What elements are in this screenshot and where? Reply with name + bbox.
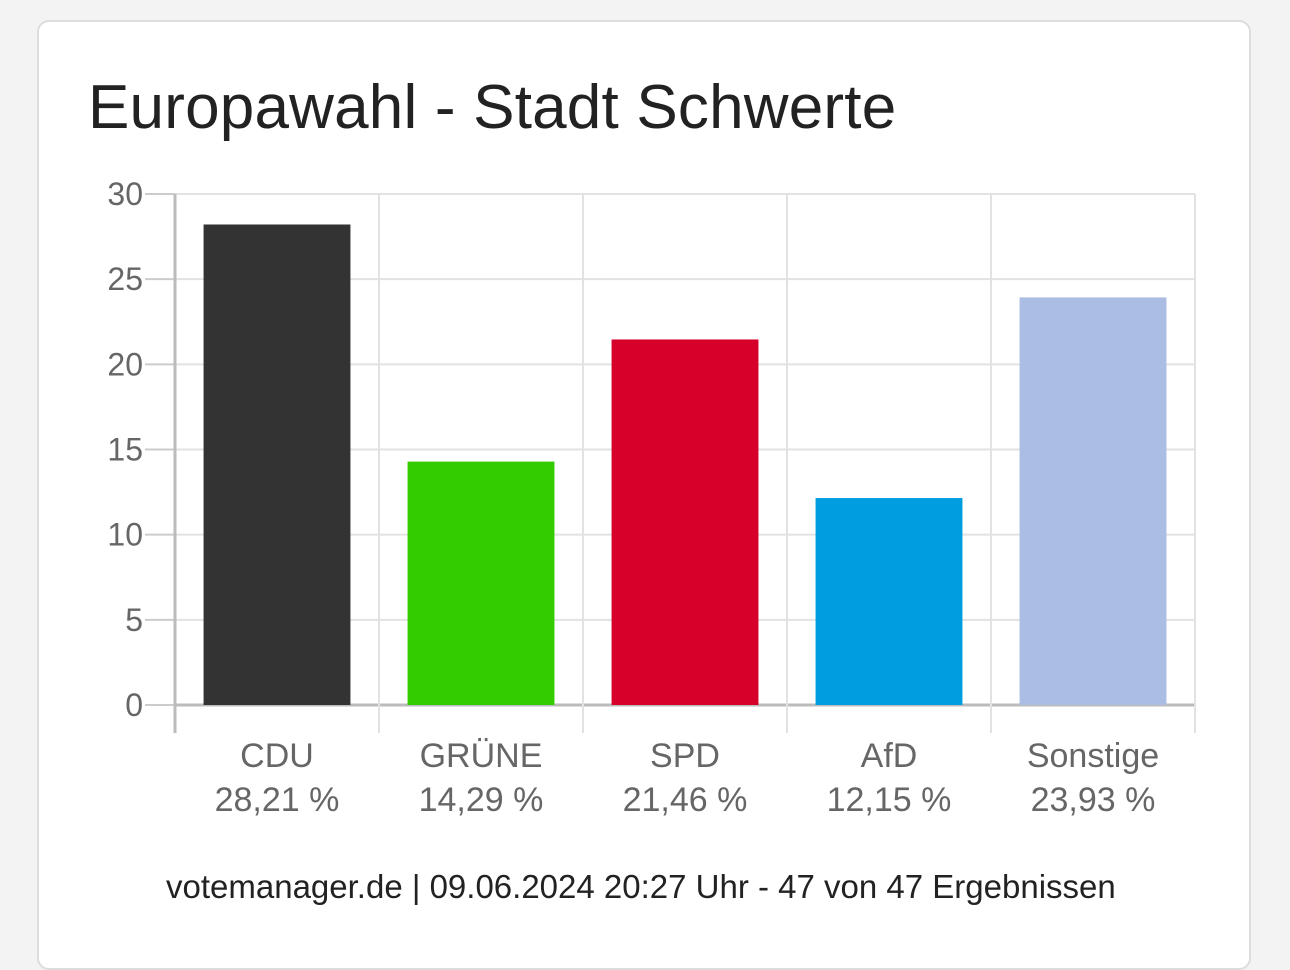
bar-afd [815,498,963,705]
category-label: AfD [861,737,918,775]
y-tick-label: 5 [125,602,143,638]
value-label: 28,21 % [215,781,340,819]
value-label: 21,46 % [623,781,748,819]
chart-title: Europawahl - Stadt Schwerte [88,73,897,142]
y-tick-label: 15 [107,432,143,468]
source-footer: votemanager.de | 09.06.2024 20:27 Uhr - … [166,868,1116,905]
bar-chart: 0 5 10 15 20 25 30 CDU 28,21 % GRÜNE 14,29 % SPD 21,… [107,176,1196,819]
y-tick-label: 25 [107,261,143,297]
y-tick-label: 10 [107,517,143,553]
category-label: GRÜNE [420,737,543,775]
category-label: Sonstige [1027,737,1159,775]
value-label: 14,29 % [419,781,544,819]
y-tick-label: 20 [107,346,143,382]
y-tick-label: 30 [107,176,143,212]
bar-sonstige [1019,297,1167,705]
category-label: SPD [650,737,720,775]
bar-cdu [203,224,351,705]
y-tick-label: 0 [125,687,143,723]
bar-grüne [407,461,555,705]
category-label: CDU [240,737,314,775]
value-label: 23,93 % [1031,781,1156,819]
bar-spd [611,339,759,705]
value-label: 12,15 % [827,781,952,819]
